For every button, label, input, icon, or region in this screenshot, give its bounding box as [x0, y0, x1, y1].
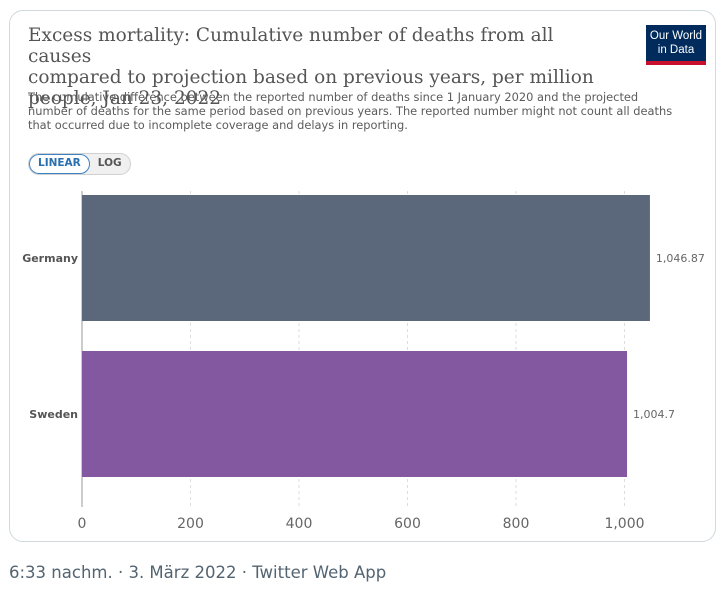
- chart-title-line: people, Jan 23, 2022: [28, 88, 222, 109]
- x-tick-label: 0: [78, 516, 87, 532]
- chart-subtitle: The cumulative difference between the re…: [28, 90, 688, 132]
- bar-chart: 0 200 400 600 800 1,000 Germany 1,046.87 Sweden 1…: [22, 191, 705, 532]
- x-tick-label: 200: [177, 516, 204, 532]
- tweet-media-card[interactable]: Excess mortality: Cumulative number of d…: [9, 10, 716, 542]
- log-scale-button[interactable]: LOG: [97, 157, 122, 169]
- chart-subtitle-line: The cumulative difference between the re…: [28, 90, 639, 104]
- x-tick-label: 600: [394, 516, 421, 532]
- linear-scale-button[interactable]: LINEAR: [29, 154, 90, 174]
- tweet-timestamp[interactable]: 6:33 nachm. · 3. März 2022 · Twitter Web…: [9, 563, 387, 582]
- bar-sweden: [82, 351, 628, 477]
- owid-logo[interactable]: Our World in Data: [646, 25, 706, 65]
- chart-title: Excess mortality: Cumulative number of d…: [28, 25, 618, 109]
- bar-germany: [82, 195, 650, 321]
- data-label: 1,004.7: [633, 408, 675, 421]
- chart-title-line: Excess mortality: Cumulative number of d…: [28, 25, 554, 67]
- category-label: Germany: [22, 252, 78, 265]
- chart-subtitle-line: number of deaths for the same period bas…: [28, 104, 673, 118]
- x-tick-label: 1,000: [604, 516, 644, 532]
- x-tick-label: 800: [503, 516, 530, 532]
- chart-subtitle-line: that occurred due to incomplete coverage…: [28, 118, 408, 132]
- x-tick-label: 400: [286, 516, 313, 532]
- scale-toggle[interactable]: LINEAR LOG: [28, 153, 131, 175]
- category-label: Sweden: [29, 408, 78, 421]
- chart-title-line: compared to projection based on previous…: [28, 67, 594, 88]
- data-label: 1,046.87: [656, 252, 705, 265]
- logo-line: in Data: [657, 44, 695, 56]
- logo-line: Our World: [649, 30, 703, 42]
